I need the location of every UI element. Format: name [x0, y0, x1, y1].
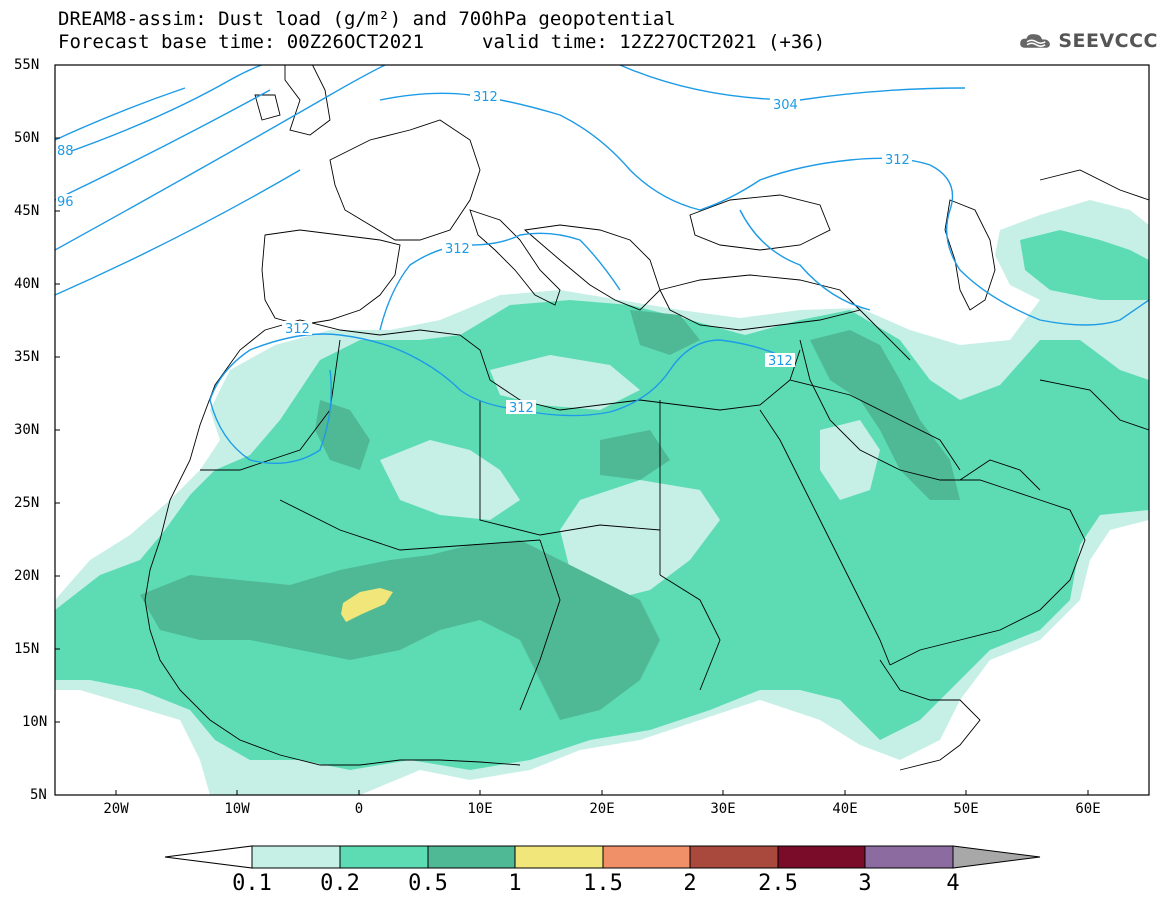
axis-ticks: [55, 64, 1089, 796]
colorbar-bin-6: [689, 845, 779, 869]
colorbar-label: 2.5: [758, 871, 798, 896]
lon-label: 60E: [1075, 801, 1101, 817]
lon-label: 10W: [224, 801, 250, 817]
geopotential-contours: [55, 65, 1149, 465]
chart-title: DREAM8-assim: Dust load (g/m²) and 700hP…: [58, 8, 676, 30]
lon-label: 30E: [710, 801, 736, 817]
lat-label: 5N: [30, 787, 47, 803]
contour-312-iran: [739, 209, 871, 311]
dust-mid-field-caspian: [1020, 230, 1149, 300]
contour-312-north: [379, 92, 1149, 326]
dust-light-patch-2: [560, 480, 720, 600]
colorbar-label: 0.2: [320, 871, 360, 896]
lat-label: 10N: [22, 714, 48, 730]
logo-text: SEEVCCC: [1058, 30, 1158, 52]
contour-96: [55, 89, 271, 201]
colorbar-bin-3: [427, 845, 516, 869]
colorbar-bin-7: [777, 845, 866, 869]
contour-312-med: [209, 333, 791, 417]
colorbar-label: 0.5: [408, 871, 448, 896]
lat-label: 15N: [14, 641, 40, 657]
colorbar-bin-2: [339, 845, 429, 869]
forecast-base-time: Forecast base time: 00Z26OCT2021: [58, 31, 425, 53]
colorbar-label: 1: [508, 871, 522, 896]
lon-label: 20W: [103, 801, 129, 817]
lat-label: 45N: [14, 203, 40, 219]
dust-light-patch-4: [490, 355, 640, 410]
seevccc-logo: SEEVCCC: [1018, 26, 1158, 56]
lon-label: 10E: [467, 801, 493, 817]
cloud-logo-icon: [1020, 34, 1050, 48]
dust-light-patch-3: [820, 420, 880, 500]
valid-time: valid time: 12Z27OCT2021 (+36): [482, 31, 826, 53]
lat-label: 50N: [14, 130, 40, 146]
lat-label: 30N: [14, 422, 40, 438]
map-layer: [55, 65, 1149, 795]
contour-88: [55, 87, 186, 141]
colorbar-label: 1.5: [583, 871, 623, 896]
lat-label: 35N: [14, 349, 40, 365]
colorbar: [164, 845, 1041, 869]
lat-label: 55N: [14, 57, 40, 73]
dust-dark-band-arabia: [810, 330, 960, 500]
dust-yellow-max: [341, 588, 393, 622]
lon-label: 50E: [953, 801, 979, 817]
lon-label: 0: [354, 801, 364, 817]
lon-label: 40E: [832, 801, 858, 817]
lat-label: 25N: [14, 495, 40, 511]
contour-312-iberia: [379, 232, 621, 331]
lat-label: 40N: [14, 276, 40, 292]
dust-dark-patch-greece: [630, 310, 700, 355]
colorbar-label: 4: [946, 871, 960, 896]
colorbar-bin-1: [251, 845, 341, 869]
colorbar-bin-5: [602, 845, 691, 869]
colorbar-label: 3: [858, 871, 872, 896]
lon-label: 20E: [589, 801, 615, 817]
colorbar-label: 0.1: [232, 871, 272, 896]
dust-dark-patch-libya: [600, 430, 670, 480]
colorbar-max-arrow: [952, 845, 1041, 869]
colorbar-label: 2: [683, 871, 697, 896]
lat-label: 20N: [14, 568, 40, 584]
contour-312-atlantic: [59, 65, 264, 156]
colorbar-bin-8: [864, 845, 954, 869]
colorbar-min-arrow: [164, 845, 253, 869]
dust-light-patch-1: [380, 440, 520, 520]
dust-dark-band-sahel: [140, 540, 660, 720]
colorbar-bin-4: [514, 845, 604, 869]
